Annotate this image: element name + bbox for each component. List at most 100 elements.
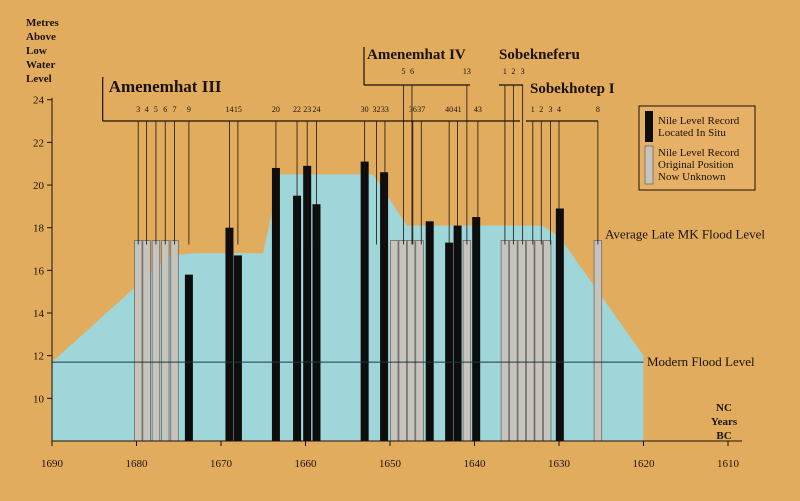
bar-unknown-27	[534, 240, 543, 442]
year-number: 2	[511, 67, 515, 76]
reference-lines-layer: Modern Flood Level Average Late MK Flood …	[52, 226, 765, 369]
x-axis-title-0: NC	[716, 402, 732, 414]
legend-unknown-text: Nile Level Record	[658, 147, 740, 159]
year-number: 6	[410, 67, 414, 76]
bar-in-situ-29	[555, 208, 564, 441]
bar-in-situ-10	[303, 165, 312, 441]
x-axis-title-2: BC	[716, 430, 731, 442]
y-tick-label-22: 22	[33, 137, 44, 149]
bar-unknown-3	[161, 240, 170, 442]
bar-unknown-4	[170, 240, 179, 442]
year-number: 7	[173, 105, 177, 114]
bar-unknown-16	[406, 240, 416, 442]
bar-unknown-2	[151, 240, 161, 442]
y-axis-title-3: Water	[26, 59, 55, 71]
modern-flood-label: Modern Flood Level	[647, 354, 755, 369]
bar-unknown-23	[500, 240, 510, 442]
x-tick-label-1610: 1610	[717, 458, 740, 470]
year-number: 40	[445, 105, 453, 114]
bar-in-situ-9	[293, 195, 302, 441]
legend-in-situ-swatch	[645, 111, 653, 142]
legend-box	[638, 105, 756, 191]
reign-label: Sobekhotep I	[530, 81, 615, 97]
year-number: 8	[596, 105, 600, 114]
reign-sobekhotep-i: Sobekhotep I 1 2 3 4 8	[526, 81, 615, 245]
bar-in-situ-5	[184, 274, 193, 441]
bar-unknown-17	[415, 240, 424, 442]
x-tick-label-1690: 1690	[41, 458, 64, 470]
year-number: 9	[187, 105, 191, 114]
bar-unknown-24	[509, 240, 518, 442]
year-number: 30	[361, 105, 369, 114]
y-tick-label-18: 18	[33, 223, 45, 235]
bar-in-situ-20	[453, 225, 462, 441]
y-axis-title-1: Above	[26, 31, 56, 43]
x-tick-label-1660: 1660	[295, 458, 318, 470]
year-number: 6	[163, 105, 167, 114]
year-number: 24	[312, 105, 320, 114]
bar-in-situ-13	[380, 172, 389, 441]
year-number: 14	[225, 105, 233, 114]
bar-in-situ-7	[233, 255, 242, 441]
y-axis-title-0: Metres	[26, 17, 59, 29]
reign-amenemhat-iii: Amenemhat III 3 4 5 6 7 9 14 15 20 22 23 24 30 32 33 36 3…	[102, 77, 520, 245]
legend-unknown-text: Original Position	[658, 159, 734, 171]
bar-in-situ-11	[312, 204, 321, 441]
bar-unknown-30	[593, 240, 603, 442]
bar-in-situ-18	[425, 221, 434, 441]
year-number: 20	[272, 105, 280, 114]
x-tick-label-1670: 1670	[210, 458, 233, 470]
year-number: 5	[154, 105, 158, 114]
legend-unknown-text: Now Unknown	[658, 171, 726, 183]
x-tick-label-1640: 1640	[464, 458, 487, 470]
bar-unknown-14	[390, 240, 399, 442]
y-tick-label-20: 20	[33, 180, 45, 192]
bar-in-situ-22	[472, 217, 481, 441]
bar-in-situ-6	[225, 227, 234, 441]
year-number: 33	[381, 105, 389, 114]
year-number: 13	[463, 67, 471, 76]
reign-label: Sobekneferu	[499, 47, 580, 63]
year-number: 32	[372, 105, 380, 114]
year-number: 37	[417, 105, 425, 114]
bar-unknown-26	[526, 240, 535, 442]
reign-label: Amenemhat III	[109, 77, 222, 96]
y-tick-label-12: 12	[33, 351, 44, 363]
x-tick-label-1680: 1680	[126, 458, 149, 470]
legend-unknown-swatch	[644, 145, 654, 185]
year-number: 3	[549, 105, 553, 114]
year-number: 2	[539, 105, 543, 114]
year-number: 3	[136, 105, 140, 114]
x-tick-label-1620: 1620	[633, 458, 656, 470]
bar-in-situ-8	[271, 167, 280, 441]
year-number: 4	[557, 105, 561, 114]
year-number: 15	[234, 105, 242, 114]
y-tick-label-16: 16	[33, 265, 45, 277]
bar-unknown-1	[142, 240, 151, 442]
legend-in-situ-text: Nile Level Record	[658, 115, 740, 127]
bar-unknown-21	[462, 240, 472, 442]
y-axis-title-4: Level	[26, 73, 52, 85]
bar-in-situ-12	[360, 161, 369, 441]
year-number: 41	[454, 105, 462, 114]
reign-label: Amenemhat IV	[367, 47, 466, 63]
x-tick-label-1650: 1650	[379, 458, 402, 470]
average-flood-label: Average Late MK Flood Level	[605, 226, 765, 241]
bar-in-situ-19	[445, 242, 454, 441]
year-number: 4	[145, 105, 149, 114]
x-tick-label-1630: 1630	[548, 458, 571, 470]
flood-area	[52, 174, 644, 441]
bar-unknown-25	[517, 240, 527, 442]
year-number: 3	[521, 67, 525, 76]
year-number: 36	[409, 105, 417, 114]
y-tick-label-14: 14	[33, 308, 45, 320]
x-axis-title-1: Years	[711, 416, 738, 428]
y-tick-label-10: 10	[33, 393, 45, 405]
y-tick-label-24: 24	[33, 95, 45, 107]
reign-amenemhat-iv: Amenemhat IV 5 6 13	[363, 47, 471, 245]
bar-unknown-15	[398, 240, 407, 442]
